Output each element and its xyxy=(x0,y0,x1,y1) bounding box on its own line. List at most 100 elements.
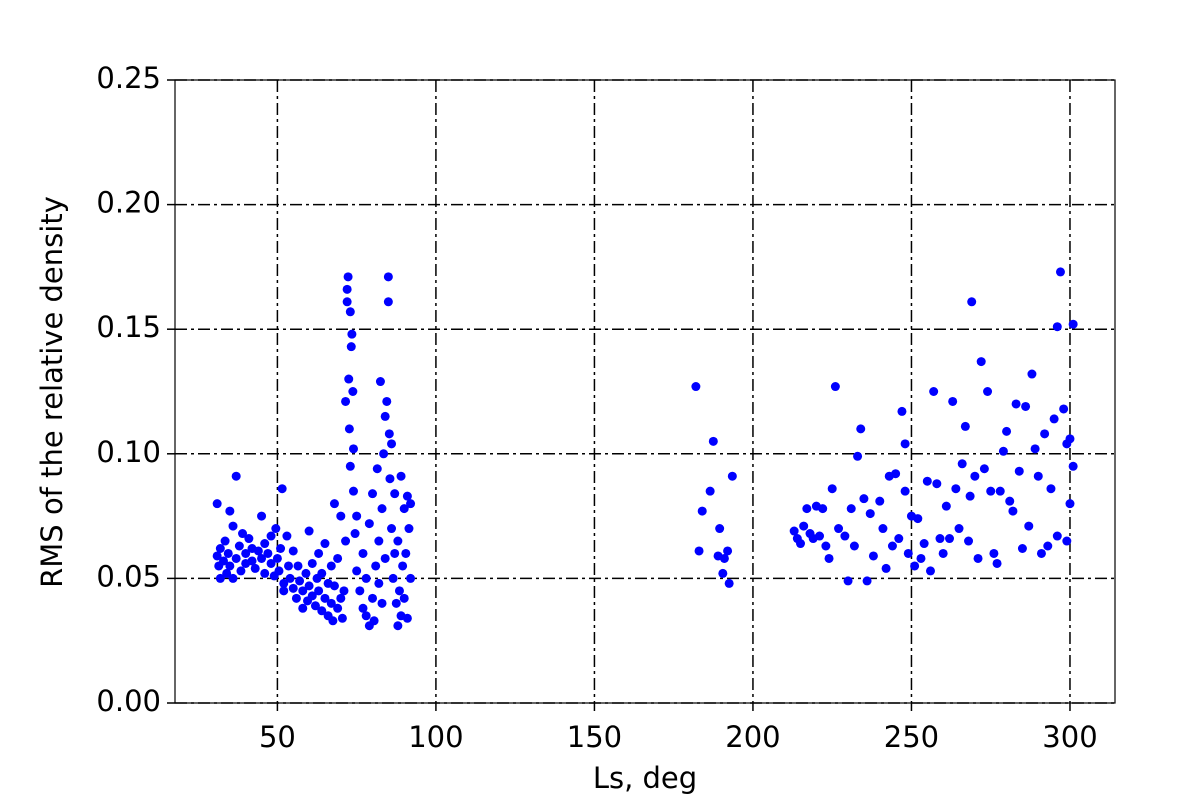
point xyxy=(285,573,295,583)
x-tick-label: 300 xyxy=(1042,720,1097,754)
point xyxy=(900,486,910,496)
point xyxy=(935,534,945,544)
point xyxy=(223,548,233,558)
point xyxy=(238,529,248,539)
point xyxy=(891,469,901,479)
point xyxy=(383,297,393,307)
point xyxy=(348,387,358,396)
point xyxy=(976,357,986,367)
point xyxy=(326,561,336,571)
point xyxy=(212,499,222,509)
point xyxy=(388,573,398,583)
point xyxy=(973,553,983,563)
point xyxy=(694,546,704,556)
point xyxy=(824,553,834,563)
point xyxy=(320,593,330,603)
point xyxy=(276,543,286,553)
point xyxy=(215,543,225,553)
point xyxy=(821,541,831,551)
point xyxy=(986,486,996,496)
point xyxy=(1062,536,1072,546)
point xyxy=(948,396,958,406)
point xyxy=(1040,429,1050,439)
point xyxy=(348,444,358,454)
point xyxy=(358,603,368,613)
point xyxy=(343,272,353,282)
point xyxy=(342,297,352,307)
point xyxy=(1014,466,1024,476)
point xyxy=(250,563,260,573)
point xyxy=(288,583,298,593)
point xyxy=(291,593,301,603)
point xyxy=(220,536,230,546)
point xyxy=(301,568,311,578)
point xyxy=(380,553,390,563)
point xyxy=(727,471,737,481)
point xyxy=(910,561,920,571)
point xyxy=(368,593,378,603)
point xyxy=(399,593,409,603)
point xyxy=(1027,369,1037,379)
point xyxy=(929,387,939,396)
point xyxy=(374,578,384,588)
point xyxy=(789,526,799,536)
point xyxy=(225,506,235,516)
point xyxy=(881,563,891,573)
x-tick-label: 50 xyxy=(259,720,296,754)
point xyxy=(295,576,305,586)
point xyxy=(310,601,320,611)
point xyxy=(298,586,308,596)
point xyxy=(329,581,339,591)
point xyxy=(384,429,394,439)
point xyxy=(970,471,980,481)
point xyxy=(1002,426,1012,436)
point xyxy=(336,511,346,521)
point xyxy=(1049,414,1059,424)
point xyxy=(350,529,360,539)
point xyxy=(960,421,970,431)
point xyxy=(402,613,412,623)
plot-frame xyxy=(174,79,1116,704)
point xyxy=(843,576,853,586)
point xyxy=(840,531,850,541)
point xyxy=(402,491,412,501)
point xyxy=(989,548,999,558)
point xyxy=(925,566,935,576)
point xyxy=(329,499,339,509)
point xyxy=(951,484,961,494)
point xyxy=(394,586,404,596)
point xyxy=(1033,471,1043,481)
point xyxy=(868,551,878,561)
point xyxy=(1068,461,1078,471)
point xyxy=(266,531,276,541)
point xyxy=(393,621,403,631)
point xyxy=(387,439,397,449)
y-tick-label: 0.05 xyxy=(96,559,161,593)
point xyxy=(345,461,355,471)
point xyxy=(1008,506,1018,516)
point xyxy=(1068,319,1078,329)
point xyxy=(344,424,354,434)
x-tick-label: 200 xyxy=(725,720,780,754)
point xyxy=(342,284,352,294)
point xyxy=(995,486,1005,496)
point xyxy=(708,436,718,446)
point xyxy=(375,377,385,387)
point xyxy=(274,566,284,576)
point xyxy=(314,586,324,596)
point xyxy=(244,534,254,544)
point xyxy=(260,568,270,578)
point xyxy=(1021,401,1031,411)
point xyxy=(818,504,828,514)
point xyxy=(347,329,357,339)
point xyxy=(222,568,232,578)
point xyxy=(856,424,866,434)
point xyxy=(257,553,267,563)
point xyxy=(967,297,977,307)
point xyxy=(271,524,281,534)
point xyxy=(878,524,888,534)
point xyxy=(1052,322,1062,332)
point xyxy=(954,524,964,534)
point xyxy=(336,593,346,603)
point xyxy=(1005,496,1015,506)
